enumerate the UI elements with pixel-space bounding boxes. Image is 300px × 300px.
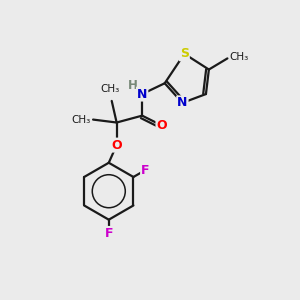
Text: H: H xyxy=(128,79,137,92)
Text: F: F xyxy=(104,227,113,240)
Text: O: O xyxy=(111,139,122,152)
Text: F: F xyxy=(141,164,150,177)
Text: CH₃: CH₃ xyxy=(230,52,249,62)
Text: S: S xyxy=(180,47,189,60)
Text: O: O xyxy=(157,119,167,132)
Text: N: N xyxy=(177,96,188,110)
Text: N: N xyxy=(137,88,147,100)
Text: CH₃: CH₃ xyxy=(71,115,90,124)
Text: CH₃: CH₃ xyxy=(100,84,119,94)
